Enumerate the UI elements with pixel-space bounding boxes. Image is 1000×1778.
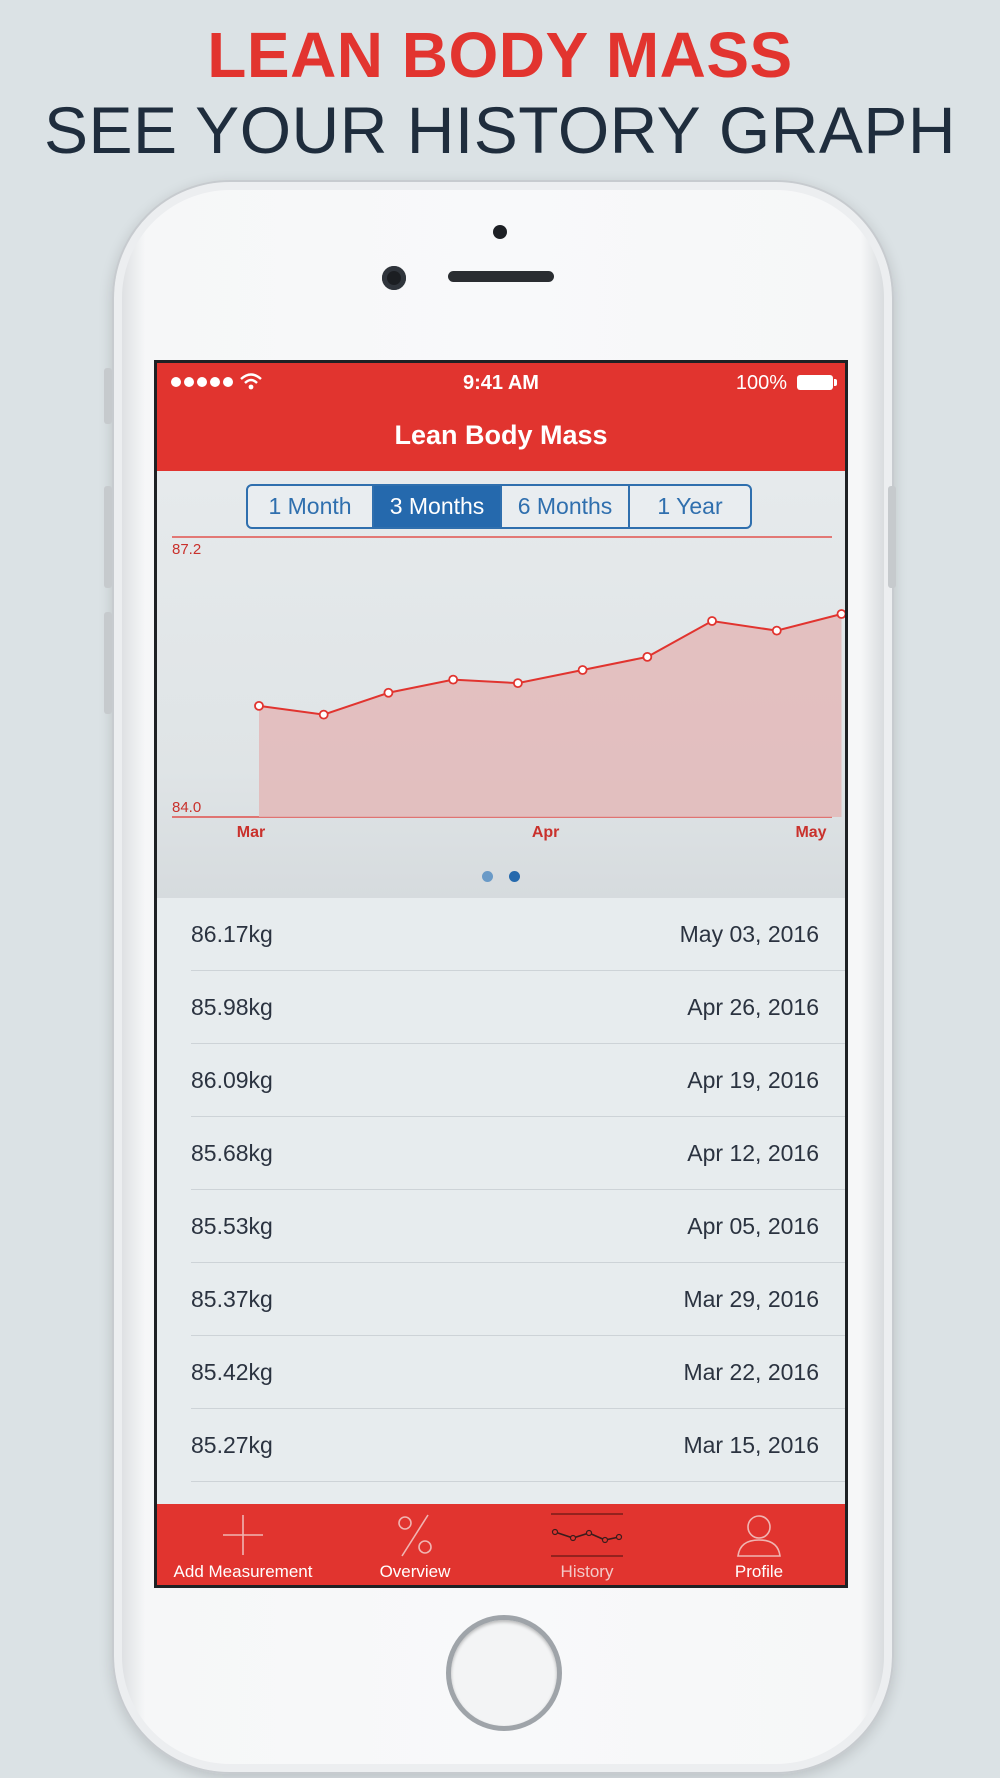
row-value: 86.17kg [191, 921, 273, 947]
segment-3-months[interactable]: 3 Months [374, 486, 502, 527]
row-date: Apr 05, 2016 [687, 1213, 819, 1239]
segment-1-year[interactable]: 1 Year [657, 493, 723, 519]
status-bar: 9:41 AM 100% [157, 363, 845, 403]
percent-icon [398, 1514, 432, 1557]
chart-panel[interactable]: 1 Month 3 Months 6 Months 1 Year 87.2 84… [157, 471, 845, 898]
phone-screen: 9:41 AM 100% Lean Body Mass 1 Month 3 Mo… [154, 360, 848, 1588]
row-value: 86.09kg [191, 1067, 273, 1093]
line-graph-icon [551, 1513, 623, 1557]
promo-headline: LEAN BODY MASS [207, 19, 793, 91]
data-point[interactable] [318, 709, 329, 720]
row-date: Mar 29, 2016 [683, 1286, 819, 1312]
page-dot[interactable] [482, 871, 493, 882]
promo-subheadline: SEE YOUR HISTORY GRAPH [43, 93, 957, 167]
data-point[interactable] [254, 700, 264, 711]
earpiece-speaker [448, 271, 554, 282]
tab-label: Profile [734, 1562, 784, 1581]
history-row[interactable]: 85.27kg Mar 15, 2016 [191, 1409, 845, 1482]
data-point[interactable] [642, 651, 653, 662]
tab-history[interactable]: History [501, 1504, 673, 1585]
row-date: Mar 15, 2016 [683, 1432, 819, 1458]
row-value: 85.27kg [191, 1432, 273, 1458]
history-row[interactable]: 85.42kg Mar 22, 2016 [191, 1336, 845, 1409]
app-screen: 9:41 AM 100% Lean Body Mass 1 Month 3 Mo… [157, 363, 845, 1585]
navigation-bar: Lean Body Mass [157, 403, 845, 471]
row-date: May 03, 2016 [679, 921, 819, 947]
nav-title: Lean Body Mass [394, 420, 608, 450]
history-row[interactable]: 85.68kg Apr 12, 2016 [191, 1117, 845, 1190]
tab-profile[interactable]: Profile [673, 1504, 845, 1585]
row-value: 85.53kg [191, 1213, 273, 1239]
home-button[interactable] [446, 1615, 562, 1731]
x-tick-label: May [795, 824, 826, 841]
x-tick-label: Mar [237, 824, 265, 841]
history-list: 86.17kg May 03, 2016 85.98kg Apr 26, 201… [157, 898, 845, 1482]
row-date: Apr 12, 2016 [687, 1140, 819, 1166]
person-icon [737, 1515, 781, 1557]
row-date: Apr 19, 2016 [687, 1067, 819, 1093]
tab-label: History [560, 1562, 614, 1581]
silent-switch [104, 368, 112, 424]
row-value: 85.98kg [191, 994, 273, 1020]
data-point[interactable] [707, 616, 717, 626]
row-value: 85.68kg [191, 1140, 273, 1166]
range-segmented-control: 1 Month 3 Months 6 Months 1 Year [246, 484, 752, 529]
data-point[interactable] [577, 665, 588, 675]
tab-bar: Add Measurement Overview [157, 1504, 845, 1585]
page-dot-active[interactable] [509, 871, 520, 882]
history-row[interactable]: 85.53kg Apr 05, 2016 [191, 1190, 845, 1263]
proximity-sensor [493, 225, 507, 239]
battery-icon [797, 375, 837, 390]
segment-1-month[interactable]: 1 Month [248, 486, 374, 527]
data-point[interactable] [383, 687, 394, 698]
row-date: Apr 26, 2016 [687, 994, 819, 1020]
volume-up-button [104, 486, 112, 588]
data-point[interactable] [771, 625, 782, 636]
tab-overview[interactable]: Overview [329, 1504, 501, 1585]
status-time: 9:41 AM [463, 372, 539, 394]
row-date: Mar 22, 2016 [683, 1359, 819, 1385]
history-row[interactable]: 86.17kg May 03, 2016 [191, 898, 845, 971]
area-fill [259, 614, 842, 817]
x-tick-label: Apr [532, 824, 560, 841]
tab-add-measurement[interactable]: Add Measurement [157, 1504, 329, 1585]
page-indicator [157, 871, 845, 882]
row-value: 85.42kg [191, 1359, 273, 1385]
tab-label: Overview [379, 1562, 451, 1581]
history-row[interactable]: 85.37kg Mar 29, 2016 [191, 1263, 845, 1336]
data-point[interactable] [836, 609, 845, 619]
cellular-signal-icon [171, 377, 233, 387]
volume-down-button [104, 612, 112, 714]
front-camera [382, 266, 406, 290]
history-row[interactable]: 86.09kg Apr 19, 2016 [191, 1044, 845, 1117]
series-line [258, 613, 842, 716]
row-value: 85.37kg [191, 1286, 273, 1312]
data-point[interactable] [512, 678, 523, 689]
y-max-label: 87.2 [172, 541, 201, 558]
tab-label: Add Measurement [173, 1562, 313, 1581]
plus-icon [223, 1515, 263, 1555]
battery-percent: 100% [735, 372, 787, 394]
segment-6-months[interactable]: 6 Months [502, 486, 630, 527]
y-min-label: 84.0 [172, 799, 201, 816]
wifi-icon [240, 373, 262, 390]
history-area-chart: 87.2 84.0 Mar Apr May [172, 536, 845, 841]
data-point[interactable] [448, 674, 459, 685]
power-button [888, 486, 896, 588]
history-row[interactable]: 85.98kg Apr 26, 2016 [191, 971, 845, 1044]
